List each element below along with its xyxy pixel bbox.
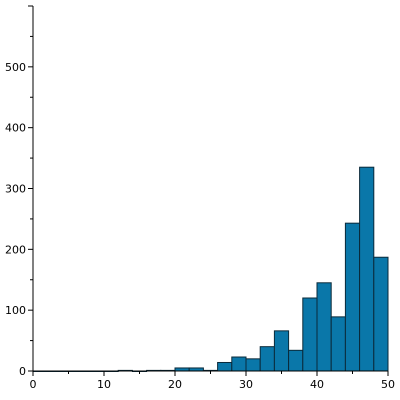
bars-group — [32, 166, 389, 372]
y-tick-label: 200 — [5, 243, 26, 256]
x-tick-label: 30 — [239, 378, 253, 391]
x-tick-label: 50 — [381, 378, 395, 391]
axes-group — [32, 6, 388, 372]
histogram-bar-20 — [316, 282, 332, 372]
y-tick-label: 500 — [5, 61, 26, 74]
x-tick-label: 10 — [97, 378, 111, 391]
y-tick-label: 400 — [5, 122, 26, 135]
histogram-bar-17 — [273, 330, 290, 372]
histogram-bar-21 — [330, 316, 346, 372]
histogram-bar-22 — [344, 222, 361, 372]
y-tick-label: 0 — [19, 365, 26, 378]
histogram-bar-24 — [373, 256, 389, 372]
y-tick-label: 100 — [5, 304, 26, 317]
histogram-bar-13 — [217, 361, 233, 372]
histogram-bar-16 — [259, 346, 275, 372]
histogram-bar-19 — [302, 297, 318, 372]
histogram-bar-18 — [288, 349, 304, 372]
histogram-bar-23 — [359, 166, 375, 372]
x-ticks-group: 0 10 20 30 40 50 — [30, 371, 395, 391]
histogram-bar-14 — [231, 356, 247, 372]
histogram-bar-15 — [245, 358, 261, 372]
x-tick-label: 0 — [30, 378, 37, 391]
y-ticks-group: 0 100 200 300 400 500 — [5, 5, 33, 378]
x-tick-label: 40 — [310, 378, 324, 391]
x-tick-label: 20 — [168, 378, 182, 391]
y-tick-label: 300 — [5, 183, 26, 196]
